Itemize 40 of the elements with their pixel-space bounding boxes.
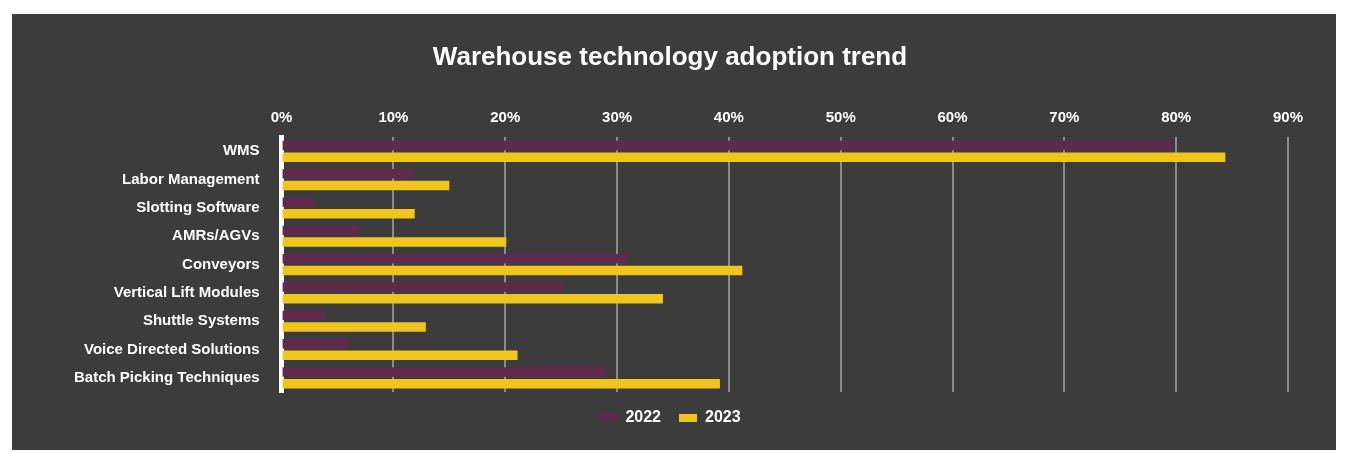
x-tick-label: 70% [1049, 108, 1080, 126]
bar [282, 350, 518, 361]
bar [282, 310, 326, 321]
bar [282, 180, 450, 191]
bar [282, 169, 415, 179]
x-tick-label: 30% [602, 108, 633, 126]
bar [282, 225, 359, 236]
bar [282, 152, 1226, 162]
bar [282, 265, 743, 276]
bar [282, 209, 415, 219]
bar [282, 237, 507, 247]
y-tick-label: WMS [222, 141, 260, 159]
y-tick-label: Slotting Software [136, 198, 260, 216]
chart-title: Warehouse technology adoption trend [432, 40, 908, 71]
x-tick-label: 40% [713, 108, 744, 126]
y-tick-label: AMRs/AGVs [172, 226, 260, 244]
bar [282, 293, 663, 304]
legend-label: 2023 [705, 408, 741, 426]
y-tick-label: Labor Management [122, 169, 260, 187]
bar [282, 367, 607, 377]
bar [282, 338, 350, 349]
y-tick-label: Batch Picking Techniques [73, 367, 260, 385]
y-tick-label: Vertical Lift Modules [113, 283, 260, 301]
bar [282, 322, 426, 332]
x-tick-label: 10% [378, 108, 409, 126]
x-tick-label: 20% [490, 108, 521, 126]
y-tick-label: Conveyors [182, 254, 260, 272]
bar [282, 197, 315, 207]
x-tick-label: 50% [825, 108, 856, 126]
x-tick-label: 60% [937, 108, 968, 126]
y-tick-label: Voice Directed Solutions [84, 339, 260, 357]
legend-label: 2022 [625, 408, 662, 426]
y-tick-label: Shuttle Systems [142, 311, 260, 329]
bar [282, 254, 628, 264]
bar [282, 378, 720, 389]
bar [282, 282, 563, 292]
x-tick-label: 80% [1161, 108, 1192, 126]
x-tick-label: 0% [270, 108, 293, 126]
x-tick-label: 90% [1272, 108, 1304, 126]
bar [282, 140, 1172, 151]
